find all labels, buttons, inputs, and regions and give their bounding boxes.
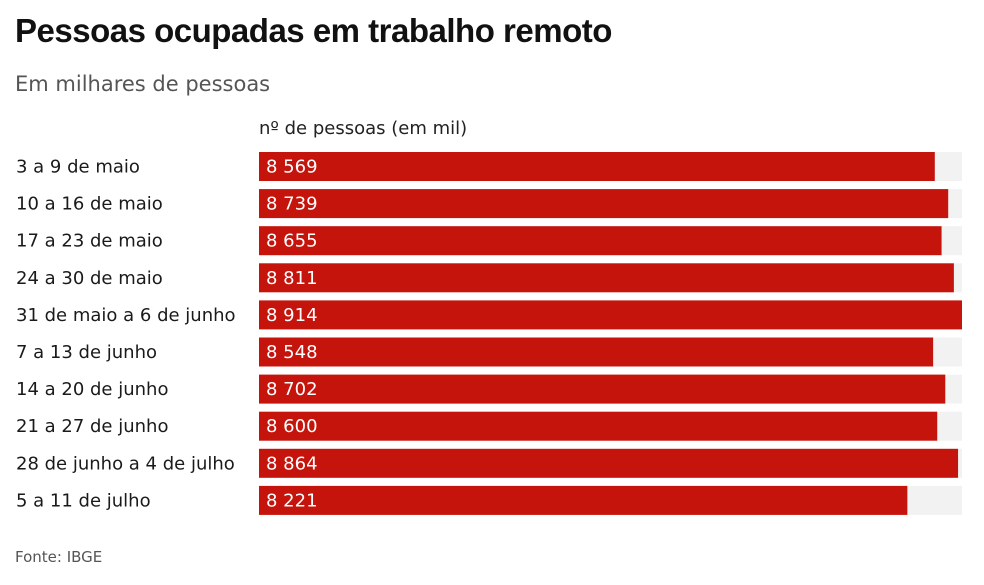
value-label: 8 600	[266, 416, 318, 437]
category-label: 3 a 9 de maio	[16, 157, 140, 178]
category-label: 10 a 16 de maio	[16, 194, 163, 215]
chart-subtitle: Em milhares de pessoas	[15, 72, 271, 96]
category-label: 7 a 13 de junho	[16, 342, 157, 363]
bar	[259, 485, 908, 515]
value-column-header: nº de pessoas (em mil)	[259, 118, 468, 139]
value-label: 8 655	[266, 231, 318, 252]
value-label: 8 548	[266, 342, 318, 363]
category-label: 5 a 11 de julho	[16, 490, 151, 511]
bar-row: 3 a 9 de maio 8 569	[16, 152, 962, 181]
bar	[259, 337, 934, 367]
value-label: 8 221	[266, 490, 318, 511]
bar-row: 17 a 23 de maio 8 655	[16, 226, 962, 256]
bar	[259, 448, 959, 478]
category-label: 24 a 30 de maio	[16, 268, 163, 289]
bar-row: 5 a 11 de julho 8 221	[16, 485, 962, 515]
category-label: 28 de junho a 4 de julho	[16, 453, 235, 474]
category-label: 17 a 23 de maio	[16, 231, 163, 252]
category-label: 21 a 27 de junho	[16, 416, 168, 437]
source-note: Fonte: IBGE	[15, 548, 103, 566]
bar-row: 7 a 13 de junho 8 548	[16, 337, 962, 367]
bar	[259, 189, 949, 219]
bar	[259, 152, 935, 181]
bar-row: 28 de junho a 4 de julho 8 864	[16, 448, 962, 478]
chart-title: Pessoas ocupadas em trabalho remoto	[15, 12, 612, 49]
value-label: 8 811	[266, 268, 318, 289]
value-label: 8 569	[266, 157, 318, 178]
value-label: 8 914	[266, 305, 318, 326]
bar	[259, 263, 954, 293]
bar-row: 14 a 20 de junho 8 702	[16, 374, 962, 404]
category-label: 31 de maio a 6 de junho	[16, 305, 236, 326]
bar	[259, 226, 942, 256]
bar	[259, 411, 938, 441]
category-label: 14 a 20 de junho	[16, 379, 168, 400]
bar-row: 10 a 16 de maio 8 739	[16, 189, 962, 219]
value-label: 8 739	[266, 194, 318, 215]
bar	[259, 300, 962, 330]
value-label: 8 864	[266, 453, 318, 474]
bar-row: 31 de maio a 6 de junho 8 914	[16, 300, 962, 330]
bar-row: 21 a 27 de junho 8 600	[16, 411, 962, 441]
bar	[259, 374, 946, 404]
bar-row: 24 a 30 de maio 8 811	[16, 263, 962, 293]
value-label: 8 702	[266, 379, 318, 400]
